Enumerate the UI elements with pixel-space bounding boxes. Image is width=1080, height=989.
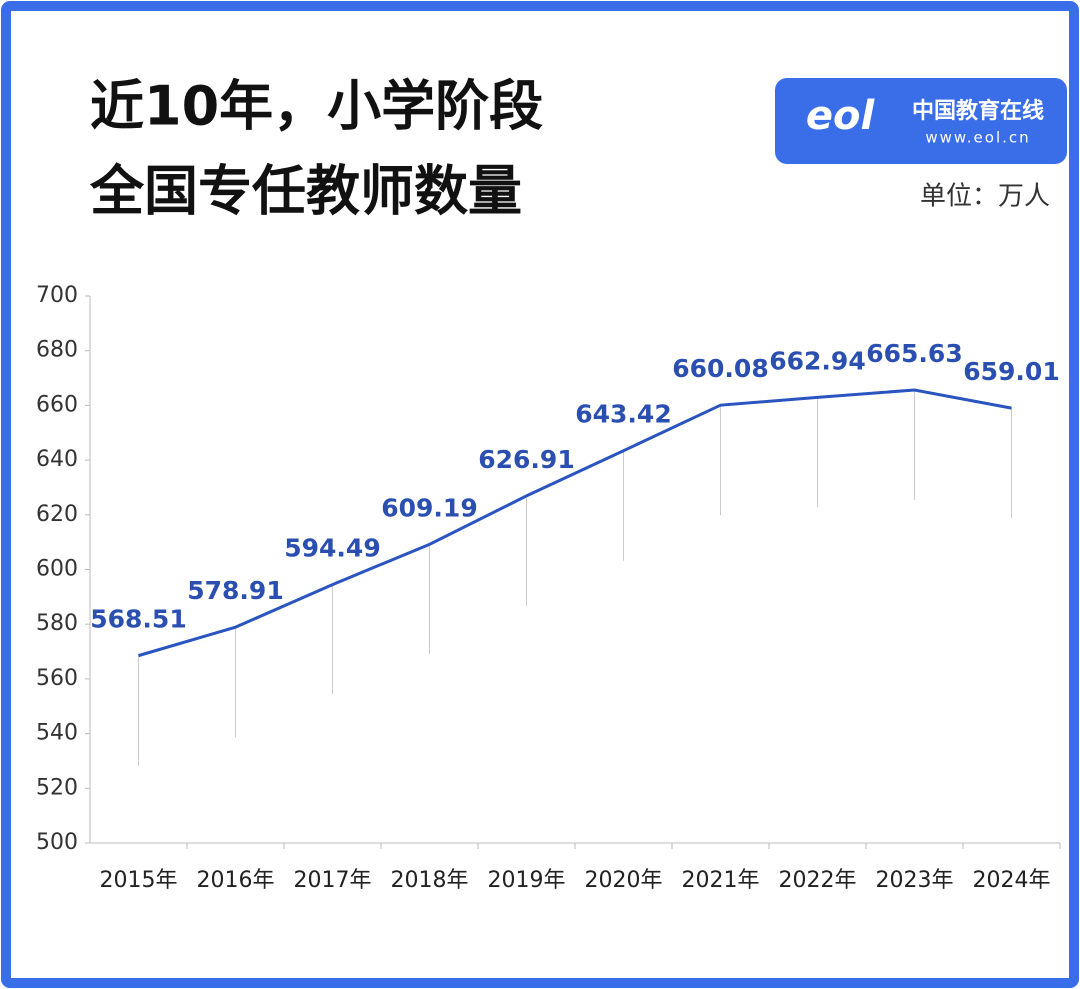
data-label: 665.63 [866,339,962,368]
data-label: 660.08 [672,354,768,383]
y-tick-label: 660 [36,392,78,417]
x-tick-label: 2022年 [779,868,857,893]
data-label: 594.49 [284,534,380,563]
logo-mark: eol [806,93,876,139]
data-label: 643.42 [575,400,671,429]
x-tick-label: 2024年 [973,868,1051,893]
y-tick-label: 540 [36,721,78,746]
y-tick-label: 680 [36,338,78,363]
unit-label: 单位：万人 [920,182,1050,212]
chart-title: 近10年，小学阶段 [90,75,543,138]
y-tick-label: 560 [36,666,78,691]
x-tick-label: 2018年 [391,868,469,893]
y-tick-label: 580 [36,611,78,636]
x-tick-label: 2020年 [585,868,663,893]
y-tick-label: 700 [36,283,78,308]
logo-box [775,78,1067,164]
data-label: 568.51 [90,605,186,634]
y-tick-label: 640 [36,447,78,472]
x-tick-label: 2021年 [682,868,760,893]
x-tick-label: 2023年 [876,868,954,893]
x-tick-label: 2016年 [197,868,275,893]
data-label: 626.91 [478,445,574,474]
x-tick-label: 2017年 [294,868,372,893]
x-tick-label: 2015年 [100,868,178,893]
y-tick-label: 500 [36,830,78,855]
data-label: 578.91 [187,576,283,605]
y-tick-label: 620 [36,502,78,527]
logo-url: www.eol.cn [925,129,1030,147]
chart-title: 全国专任教师数量 [89,160,522,223]
logo-name: 中国教育在线 [912,98,1044,124]
y-tick-label: 600 [36,557,78,582]
data-label: 662.94 [769,346,865,375]
x-tick-label: 2019年 [488,868,566,893]
data-label: 659.01 [963,357,1059,386]
line [138,388,1012,658]
y-tick-label: 520 [36,775,78,800]
data-label: 609.19 [381,493,477,522]
